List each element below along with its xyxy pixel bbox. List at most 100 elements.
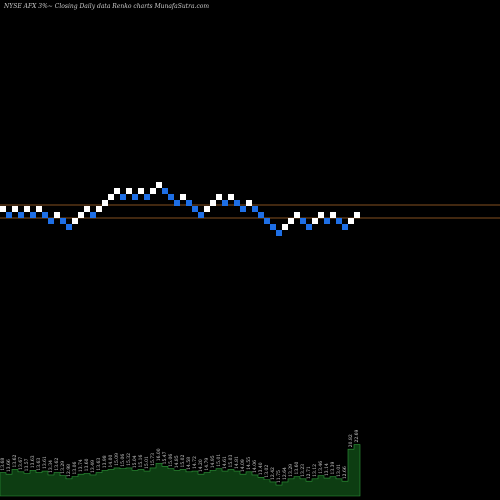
- volume-label: 12.98: [66, 464, 72, 477]
- down-brick: [168, 194, 174, 200]
- renko-bricks: [0, 182, 360, 236]
- volume-labels: 13.68 13.66 13.62 13.67 13.57 13.63 13.63 13.61…: [0, 430, 360, 484]
- volume-label: 13.01: [336, 464, 342, 477]
- volume-label: 13.60: [294, 461, 300, 474]
- down-brick: [336, 218, 342, 224]
- up-brick: [204, 206, 210, 212]
- down-brick: [300, 218, 306, 224]
- up-brick: [36, 206, 42, 212]
- up-brick: [288, 218, 294, 224]
- down-brick: [252, 206, 258, 212]
- volume-label: 14.09: [240, 459, 246, 472]
- volume-label: 15.02: [180, 454, 186, 467]
- up-brick: [54, 212, 60, 218]
- volume-label: 22.69: [354, 430, 360, 443]
- volume-label: 14.00: [108, 454, 114, 467]
- up-brick: [318, 212, 324, 218]
- volume-label: 14.72: [192, 456, 198, 469]
- volume-label: 15.16: [138, 454, 144, 467]
- up-brick: [282, 224, 288, 230]
- volume-label: 15.01: [216, 454, 222, 467]
- volume-label: 13.67: [18, 457, 24, 470]
- up-brick: [126, 188, 132, 194]
- volume-label: 13.49: [90, 460, 96, 473]
- volume-label: 13.29: [60, 461, 66, 474]
- up-brick: [114, 188, 120, 194]
- volume-label: 13.57: [24, 458, 30, 471]
- volume-label: 15.01: [144, 456, 150, 469]
- up-brick: [216, 194, 222, 200]
- volume-label: 13.63: [30, 455, 36, 468]
- down-brick: [120, 194, 126, 200]
- up-brick: [294, 212, 300, 218]
- up-brick: [72, 218, 78, 224]
- volume-label: 13.23: [300, 464, 306, 477]
- down-brick: [144, 194, 150, 200]
- down-brick: [174, 200, 180, 206]
- up-brick: [108, 194, 114, 200]
- up-brick: [210, 200, 216, 206]
- down-brick: [6, 212, 12, 218]
- volume-label: 15.06: [168, 454, 174, 467]
- down-brick: [324, 218, 330, 224]
- down-brick: [42, 212, 48, 218]
- volume-label: 13.02: [264, 465, 270, 478]
- volume-label: 13.06: [72, 461, 78, 474]
- volume-label: 13.46: [318, 461, 324, 474]
- volume-label: 20.82: [348, 434, 354, 447]
- down-brick: [66, 224, 72, 230]
- up-brick: [24, 206, 30, 212]
- volume-label: 14.20: [198, 459, 204, 472]
- volume-label: 14.61: [222, 456, 228, 469]
- volume-label: 12.42: [270, 467, 276, 480]
- volume-label: 13.98: [102, 455, 108, 468]
- down-brick: [264, 218, 270, 224]
- volume-label: 13.74: [78, 459, 84, 472]
- volume-label: 13.60: [84, 458, 90, 471]
- down-brick: [186, 200, 192, 206]
- up-brick: [330, 212, 336, 218]
- volume-label: 16.00: [156, 448, 162, 461]
- volume-label: 15.73: [150, 453, 156, 466]
- down-brick: [276, 230, 282, 236]
- up-brick: [312, 218, 318, 224]
- volume-label: 13.68: [0, 458, 6, 471]
- reference-lines: [0, 204, 500, 219]
- volume-label: 14.58: [186, 457, 192, 470]
- volume-label: 13.62: [12, 454, 18, 467]
- down-brick: [342, 224, 348, 230]
- up-brick: [150, 188, 156, 194]
- volume-label: 14.81: [234, 456, 240, 469]
- up-brick: [78, 212, 84, 218]
- volume-label: 13.61: [42, 456, 48, 469]
- up-brick: [138, 188, 144, 194]
- volume-label: 15.03: [228, 454, 234, 467]
- down-brick: [222, 200, 228, 206]
- up-brick: [246, 200, 252, 206]
- volume-label: 13.63: [36, 458, 42, 471]
- volume-label: 13.29: [288, 464, 294, 477]
- volume-label: 15.06: [120, 454, 126, 467]
- down-brick: [48, 218, 54, 224]
- volume-label: 12.71: [306, 466, 312, 479]
- volume-label: 14.95: [210, 455, 216, 468]
- up-brick: [354, 212, 360, 218]
- up-brick: [348, 218, 354, 224]
- down-brick: [240, 206, 246, 212]
- chart-header: NYSE AFX 3%~ Closing Daily data Renko ch…: [3, 3, 209, 10]
- volume-series: [0, 444, 361, 497]
- up-brick: [96, 206, 102, 212]
- down-brick: [132, 194, 138, 200]
- volume-label: 15.47: [162, 451, 168, 464]
- volume-label: 13.34: [48, 460, 54, 473]
- volume-area: [0, 444, 361, 497]
- volume-label: 13.62: [54, 458, 60, 471]
- up-brick: [102, 200, 108, 206]
- volume-label: 14.79: [204, 458, 210, 471]
- down-brick: [234, 200, 240, 206]
- volume-label: 15.04: [132, 455, 138, 468]
- up-brick: [84, 206, 90, 212]
- down-brick: [30, 212, 36, 218]
- down-brick: [18, 212, 24, 218]
